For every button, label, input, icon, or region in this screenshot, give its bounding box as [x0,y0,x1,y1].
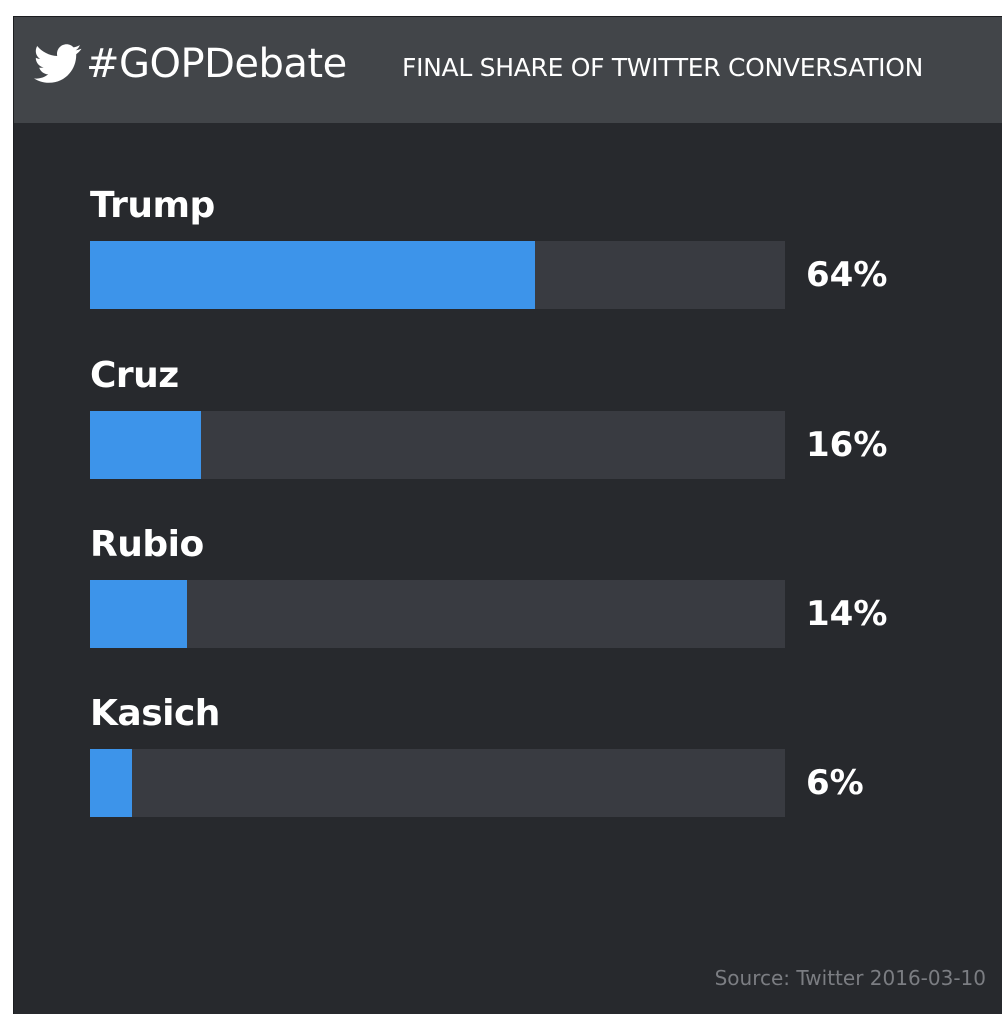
bar-fill [90,749,132,817]
bar-track [90,411,785,479]
bar-row-rubio: Rubio 14% [90,523,950,663]
category-label: Rubio [90,524,204,565]
chart-card: #GOPDebate FINAL SHARE OF TWITTER CONVER… [13,16,1002,1014]
source-note: Source: Twitter 2016-03-10 [714,966,986,990]
bar-track [90,580,785,648]
bar-row-trump: Trump 64% [90,184,950,324]
bar-fill [90,241,535,309]
bar-track [90,749,785,817]
value-label: 6% [806,763,864,803]
value-label: 14% [806,594,888,634]
chart-header: #GOPDebate FINAL SHARE OF TWITTER CONVER… [14,17,1002,123]
bar-row-cruz: Cruz 16% [90,354,950,494]
bar-track [90,241,785,309]
bar-fill [90,411,202,479]
bar-fill [90,580,188,648]
chart-subtitle: FINAL SHARE OF TWITTER CONVERSATION [402,53,924,82]
category-label: Trump [90,185,215,226]
category-label: Kasich [90,693,220,734]
value-label: 16% [806,425,888,465]
category-label: Cruz [90,355,179,396]
bar-row-kasich: Kasich 6% [90,692,950,832]
twitter-bird-icon [34,44,82,83]
hashtag-title: #GOPDebate [86,41,347,87]
value-label: 64% [806,255,888,295]
